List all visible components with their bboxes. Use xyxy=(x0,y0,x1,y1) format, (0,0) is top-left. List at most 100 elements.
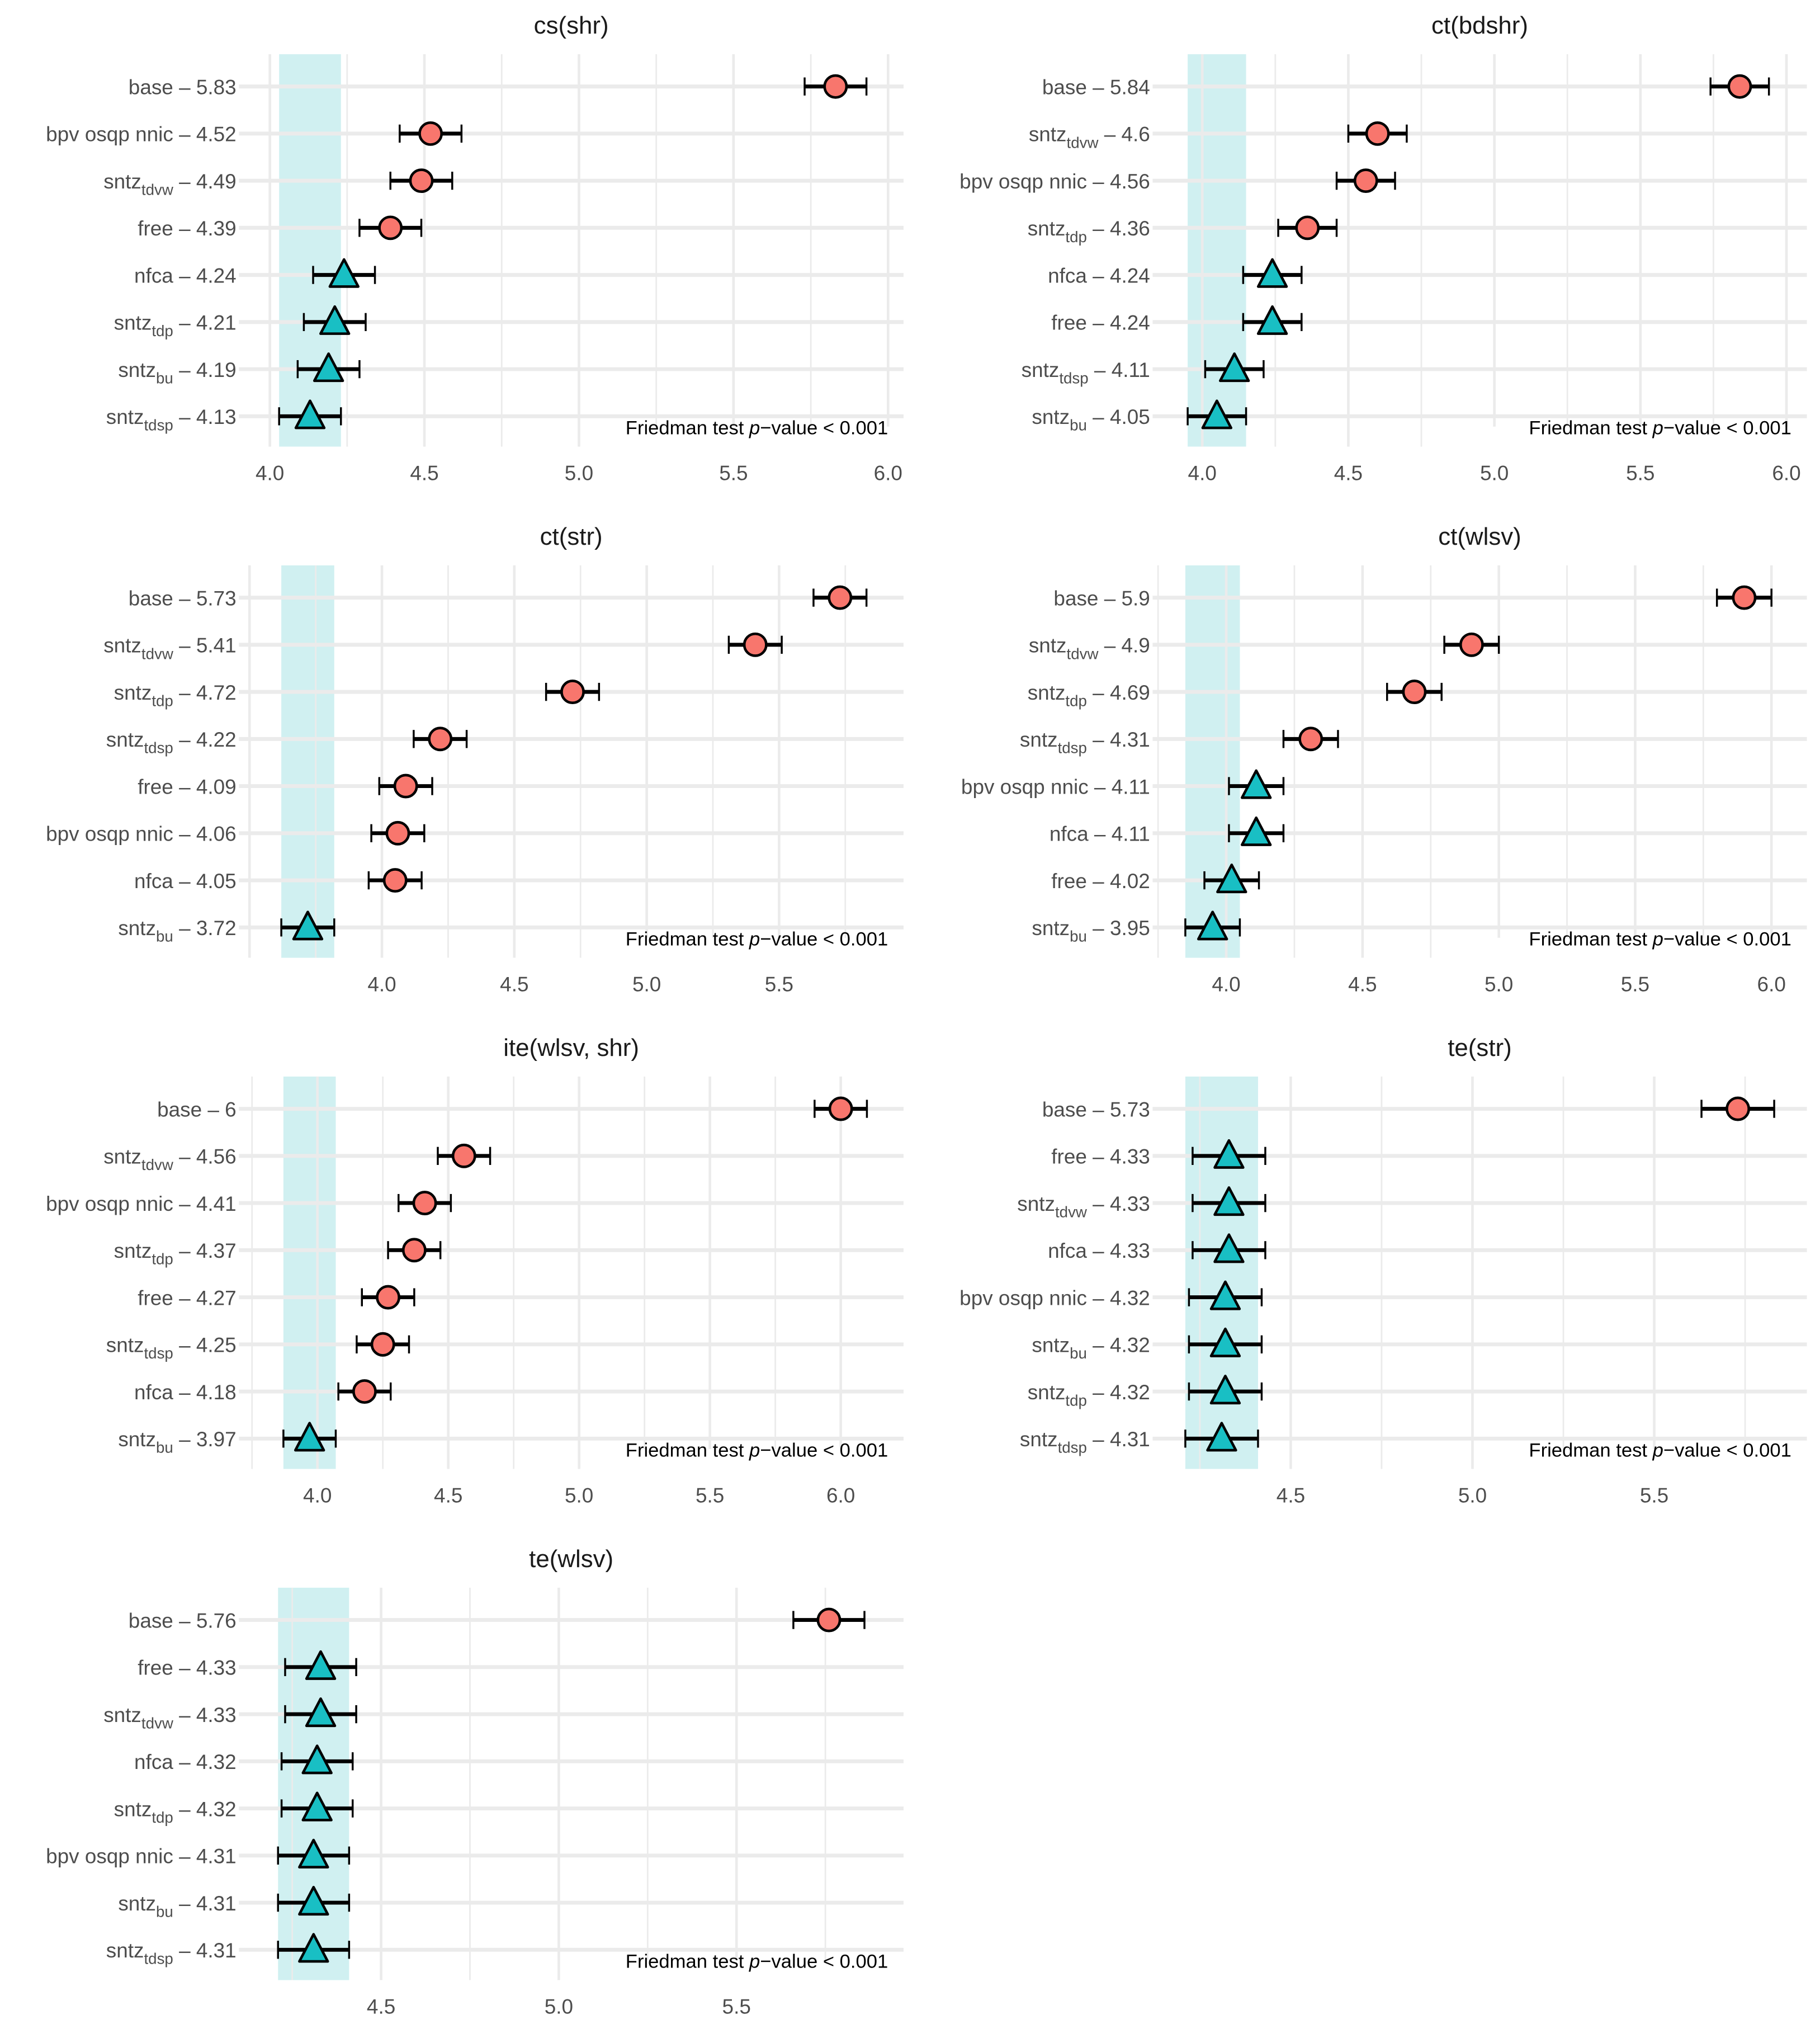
x-tick-label: 5.0 xyxy=(565,1484,593,1507)
annotation-text: −value < 0.001 xyxy=(760,418,888,439)
x-tick-label: 4.5 xyxy=(367,1995,395,2018)
circle-point xyxy=(1365,121,1390,146)
method-name: sntz xyxy=(1020,728,1058,751)
friedman-annotation: Friedman test p−value < 0.001 xyxy=(1529,929,1791,950)
method-label: sntztdp – 4.37 xyxy=(114,1239,237,1268)
method-subscript: tdp xyxy=(152,692,173,709)
method-name: sntz xyxy=(1028,681,1066,704)
method-name: base xyxy=(129,587,173,610)
method-row: base – 5.83 xyxy=(129,74,868,99)
method-name: sntz xyxy=(1022,358,1060,381)
method-label: sntztdvw – 4.49 xyxy=(103,170,236,199)
method-row: sntztdvw – 5.41 xyxy=(103,632,783,662)
panel-title: cs(shr) xyxy=(534,12,609,39)
method-row: sntztdsp – 4.31 xyxy=(1020,1422,1259,1456)
method-row: free – 4.27 xyxy=(138,1285,415,1310)
method-name: sntz xyxy=(1032,917,1070,940)
annotation-text: Friedman test xyxy=(626,929,749,950)
method-label: base – 5.73 xyxy=(129,587,237,610)
method-row: bpv osqp nnic – 4.56 xyxy=(959,168,1396,194)
annotation-text: Friedman test xyxy=(1529,418,1652,439)
method-label: base – 5.84 xyxy=(1042,76,1150,98)
method-label: free – 4.24 xyxy=(1051,312,1150,334)
method-row: sntzbu – 4.19 xyxy=(118,352,361,386)
method-label: free – 4.02 xyxy=(1051,870,1150,893)
method-row: free – 4.09 xyxy=(138,773,433,799)
method-subscript: tdvw xyxy=(141,1714,174,1732)
method-value: – 4.6 xyxy=(1098,123,1150,146)
method-row: nfca – 4.24 xyxy=(134,258,376,288)
method-label: sntztdsp – 4.31 xyxy=(1020,728,1150,757)
method-label: nfca – 4.11 xyxy=(1050,823,1150,846)
method-row: bpv osqp nnic – 4.06 xyxy=(46,820,426,846)
panel-ct-wlsv: ct(wlsv) 4.0 4.5 5.0 5.5 6.0 Friedman test p−v… xyxy=(961,523,1811,996)
triangle-point xyxy=(305,1650,337,1680)
circle-point xyxy=(412,1191,437,1216)
annotation-p: p xyxy=(749,929,760,950)
circle-point xyxy=(1459,632,1484,657)
method-label: free – 4.09 xyxy=(138,775,236,798)
x-tick-label: 4.0 xyxy=(1188,462,1217,485)
method-name: free xyxy=(1051,1145,1087,1168)
method-value: – 4.32 xyxy=(1087,1334,1150,1357)
annotation-bg xyxy=(587,1449,907,1480)
x-tick-label: 4.0 xyxy=(256,462,284,485)
method-value: – 4.21 xyxy=(173,312,237,334)
method-value: – 4.33 xyxy=(1087,1239,1150,1262)
method-name: nfca xyxy=(134,1751,173,1773)
triangle-point xyxy=(294,1422,325,1452)
critical-difference-band xyxy=(1188,54,1246,447)
panel-title: te(str) xyxy=(1448,1034,1511,1061)
method-value: – 4.39 xyxy=(173,217,237,240)
method-subscript: tdsp xyxy=(144,1950,173,1968)
circle-point xyxy=(1295,215,1320,240)
panel-title: te(wlsv) xyxy=(529,1545,613,1573)
method-value: – 4.9 xyxy=(1098,634,1150,657)
circle-point xyxy=(823,74,848,99)
method-subscript: tdp xyxy=(152,322,173,339)
method-label: bpv osqp nnic – 4.52 xyxy=(46,123,237,146)
method-label: sntztdp – 4.32 xyxy=(1028,1381,1150,1409)
circle-point xyxy=(370,1332,395,1357)
method-row: bpv osqp nnic – 4.32 xyxy=(959,1280,1263,1310)
method-name: sntz xyxy=(103,170,141,193)
annotation-text: −value < 0.001 xyxy=(1663,418,1791,439)
annotation-bg xyxy=(1491,937,1811,969)
method-name: free xyxy=(138,1286,173,1309)
method-label: bpv osqp nnic – 4.06 xyxy=(46,823,237,846)
circle-point xyxy=(743,632,768,657)
annotation-bg xyxy=(1491,426,1811,458)
circle-point xyxy=(1353,168,1378,194)
method-subscript: tdvw xyxy=(1067,134,1099,151)
method-name: base xyxy=(1042,76,1087,98)
method-label: free – 4.33 xyxy=(138,1657,236,1679)
method-value: – 4.11 xyxy=(1089,775,1150,798)
panel-ct-str: ct(str) 4.0 4.5 5.0 5.5 Friedman test p−value… xyxy=(46,523,907,996)
friedman-annotation: Friedman test p−value < 0.001 xyxy=(626,1440,888,1461)
method-label: bpv osqp nnic – 4.41 xyxy=(46,1192,237,1215)
method-value: – 4.37 xyxy=(173,1239,237,1262)
method-label: bpv osqp nnic – 4.56 xyxy=(959,170,1150,193)
circle-point xyxy=(401,1238,427,1263)
method-label: sntztdsp – 4.31 xyxy=(106,1939,237,1968)
method-row: base – 5.76 xyxy=(129,1607,866,1633)
triangle-point xyxy=(319,305,351,335)
method-row: sntztdvw – 4.33 xyxy=(1017,1186,1266,1220)
triangle-point xyxy=(1216,864,1247,894)
method-row: sntztdp – 4.32 xyxy=(1028,1375,1263,1409)
method-value: – 4.05 xyxy=(173,870,237,893)
method-value: – 4.02 xyxy=(1087,870,1150,893)
method-subscript: tdp xyxy=(152,1251,173,1268)
method-value: – 5.84 xyxy=(1087,76,1150,98)
method-name: free xyxy=(138,217,173,240)
method-row: sntztdvw – 4.33 xyxy=(103,1697,357,1732)
panel-ite-wlsv-shr: ite(wlsv, shr) 4.0 4.5 5.0 5.5 6.0 Friedman te… xyxy=(46,1034,907,1507)
method-name: sntz xyxy=(118,358,156,381)
method-subscript: tdvw xyxy=(1067,645,1099,662)
annotation-text: −value < 0.001 xyxy=(760,929,888,950)
circle-point xyxy=(393,773,418,799)
x-tick-label: 5.5 xyxy=(719,462,748,485)
method-row: base – 6 xyxy=(157,1096,868,1121)
annotation-p: p xyxy=(749,1440,760,1461)
triangle-point xyxy=(301,1744,333,1775)
